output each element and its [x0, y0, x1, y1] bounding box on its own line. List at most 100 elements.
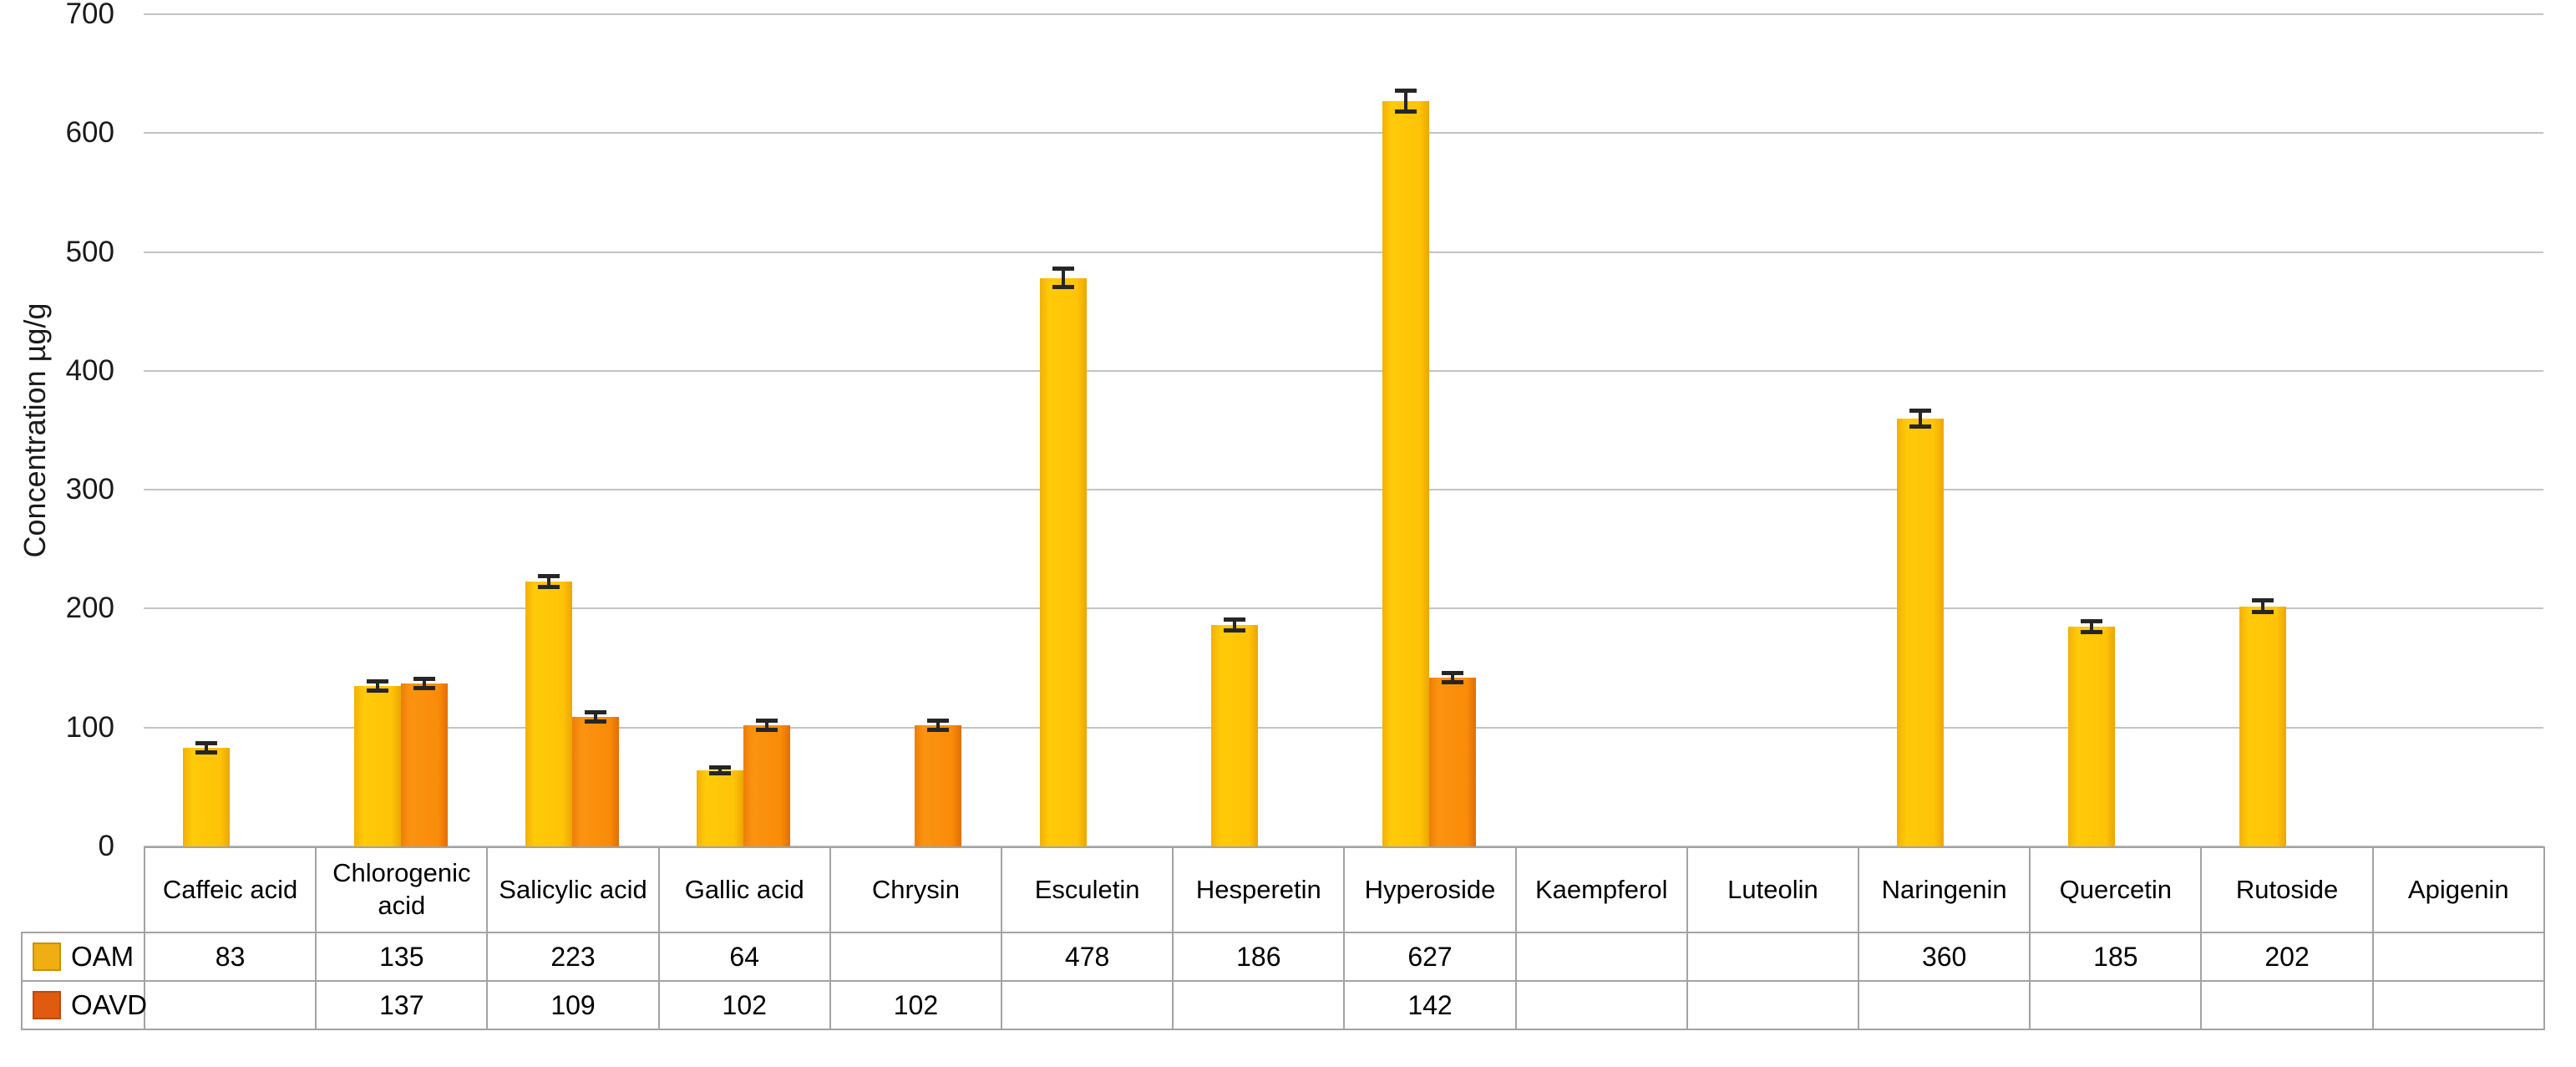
table-cell: 185 [2029, 932, 2203, 982]
gridline [144, 13, 2543, 15]
table-cell [2200, 980, 2374, 1030]
table-cell: 109 [486, 980, 660, 1030]
gridline [144, 846, 2543, 847]
error-bar-cap [756, 719, 778, 724]
table-cell [1001, 980, 1174, 1030]
bar-oam-12 [2239, 606, 2287, 846]
table-cell [1514, 980, 1688, 1030]
oam-color-swatch-icon [33, 943, 61, 971]
bar-oam-5 [1039, 277, 1087, 846]
bar-oam-6 [1210, 625, 1258, 846]
gridline [144, 369, 2543, 372]
legend-cell-oam: OAM [21, 932, 145, 982]
error-bar [204, 743, 208, 753]
y-tick-label: 400 [65, 353, 114, 387]
error-bar-cap [756, 727, 778, 732]
error-bar-cap [195, 749, 217, 755]
table-cell [1172, 980, 1346, 1030]
y-tick-label: 100 [65, 710, 114, 744]
table-cell [1686, 980, 1860, 1030]
bar-oavd-4 [915, 724, 962, 846]
error-bar-cap [413, 677, 435, 682]
error-bar-cap [538, 573, 560, 578]
error-bar-cap [1442, 671, 1464, 676]
table-cell: 102 [657, 980, 831, 1030]
y-axis-title: Concentration µg/g [18, 302, 52, 558]
y-tick-label: 500 [65, 235, 114, 268]
error-bar-cap [1052, 267, 1074, 272]
error-bar-cap [1052, 285, 1074, 290]
error-bar-cap [366, 679, 388, 684]
table-cell: 627 [1343, 932, 1517, 982]
error-bar [718, 766, 723, 775]
y-tick-label: 600 [65, 116, 114, 150]
series-label: OAVD [71, 989, 148, 1021]
column-header-12: Quercetin [2029, 846, 2203, 933]
column-header-14: Apigenin [2371, 846, 2545, 933]
table-cell [1858, 980, 2031, 1030]
column-header-3: Salicylic acid [486, 846, 660, 933]
table-cell: 64 [657, 932, 831, 982]
bar-oavd-3 [743, 724, 791, 846]
table-cell: 478 [1001, 932, 1174, 982]
error-bar-cap [585, 710, 607, 715]
y-tick-label: 300 [65, 473, 114, 506]
table-cell [1514, 932, 1688, 982]
error-bar-cap [709, 765, 732, 770]
series-label: OAM [71, 941, 134, 973]
error-bar-cap [538, 584, 560, 589]
bar-oam-1 [353, 685, 401, 846]
error-bar-cap [927, 727, 950, 732]
table-cell: 102 [829, 980, 1003, 1030]
column-header-13: Rutoside [2200, 846, 2374, 933]
column-header-1: Caffeic acid [143, 846, 317, 933]
bar-oavd-7 [1429, 677, 1477, 846]
table-corner-cell [22, 847, 145, 932]
error-bar [375, 681, 379, 691]
error-bar-cap [1223, 617, 1245, 622]
table-cell: 186 [1172, 932, 1346, 982]
legend-entry: OAVD [23, 988, 148, 1022]
y-tick-label: 200 [65, 592, 114, 625]
error-bar-cap [195, 741, 217, 746]
table-cell [829, 932, 1003, 982]
legend-entry: OAM [23, 939, 144, 973]
error-bar [1232, 619, 1236, 632]
error-bar-cap [413, 685, 435, 690]
bar-oam-11 [2067, 626, 2115, 846]
column-header-11: Naringenin [1858, 846, 2031, 933]
error-bar [1061, 268, 1065, 288]
error-bar-cap [2080, 618, 2102, 623]
error-bar-cap [1395, 89, 1417, 94]
table-cell: 202 [2200, 932, 2374, 982]
table-cell [2029, 980, 2203, 1030]
error-bar-cap [1909, 424, 1931, 429]
table-cell: 137 [315, 980, 489, 1030]
error-bar [422, 678, 426, 688]
column-header-10: Luteolin [1686, 846, 1860, 933]
plot-area: 0 100 200 300 400 500 600 700 [66, 0, 2543, 862]
bar-oam-0 [182, 747, 230, 846]
table-cell: 135 [315, 932, 489, 982]
gridline [144, 251, 2543, 253]
error-bar-cap [927, 719, 950, 724]
table-cell [2371, 980, 2545, 1030]
table-cell [1686, 932, 1860, 982]
error-bar [1918, 409, 1922, 427]
error-bar [1404, 90, 1408, 112]
bar-oam-2 [525, 581, 573, 846]
column-header-9: Kaempferol [1514, 846, 1688, 933]
column-header-5: Chrysin [829, 846, 1003, 933]
error-bar-cap [2252, 609, 2274, 614]
error-bar-cap [585, 719, 607, 724]
table-cell [2371, 932, 2545, 982]
error-bar [594, 712, 598, 722]
bar-oavd-1 [400, 683, 448, 846]
error-bar-cap [1223, 628, 1245, 633]
error-bar-cap [2080, 629, 2102, 634]
table-cell: 83 [143, 932, 317, 982]
error-bar-cap [709, 771, 732, 776]
oavd-color-swatch-icon [33, 991, 61, 1019]
table-cell [143, 980, 317, 1030]
column-header-6: Esculetin [1001, 846, 1174, 933]
